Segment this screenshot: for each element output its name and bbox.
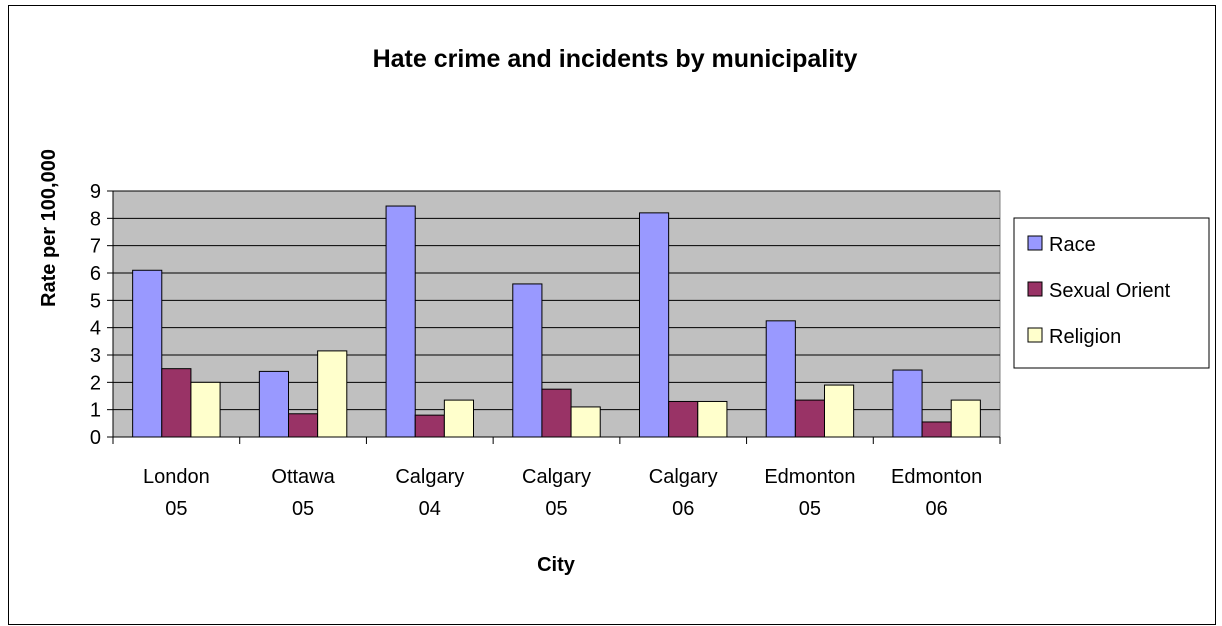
x-tick-labels: London 05 Ottawa 05 Calgary 04 Calgary 05 Calgar…: [143, 466, 982, 520]
legend: Race Sexual Orient Religion: [1013, 217, 1210, 369]
legend-label-0: Race: [1049, 234, 1096, 256]
y-tick-label-8: 8: [90, 208, 101, 230]
bar-race-3: [512, 283, 543, 438]
chart-title: Hate crime and incidents by municipality: [373, 45, 858, 73]
bar-religion-1: [317, 350, 348, 438]
x-tick-label-0-0: London: [143, 466, 210, 488]
y-tick-label-7: 7: [90, 236, 101, 258]
bar-race-2: [385, 205, 416, 438]
y-tick-label-9: 9: [90, 181, 101, 203]
legend-label-1: Sexual Orient: [1049, 280, 1171, 302]
bar-religion-2: [443, 399, 475, 438]
bar-religion-5: [824, 384, 855, 438]
axes: [107, 190, 1001, 444]
y-tick-label-6: 6: [90, 263, 101, 285]
x-tick-label-3-1: 05: [545, 498, 567, 520]
x-axis-title: City: [537, 554, 576, 576]
bar-religion-0: [190, 381, 221, 438]
bar-sexual-orient-4: [668, 400, 699, 438]
legend-swatch-0: [1027, 235, 1043, 251]
legend-swatch-1: [1027, 281, 1043, 297]
x-tick-label-2-1: 04: [419, 498, 441, 520]
bar-sexual-orient-5: [794, 399, 826, 438]
x-tick-label-4-1: 06: [672, 498, 694, 520]
x-tick-label-6-0: Edmonton: [891, 466, 982, 488]
y-tick-label-1: 1: [90, 400, 101, 422]
y-tick-labels: 0 1 2 3 4 5 6 7 8 9: [90, 181, 101, 449]
bar-race-5: [765, 320, 796, 438]
bar-sexual-orient-1: [287, 413, 319, 438]
y-tick-label-3: 3: [90, 345, 101, 367]
bar-sexual-orient-6: [921, 421, 952, 438]
bar-sexual-orient-2: [414, 414, 445, 438]
x-tick-label-3-0: Calgary: [522, 466, 591, 488]
bar-religion-3: [570, 406, 601, 438]
x-tick-label-5-0: Edmonton: [764, 466, 855, 488]
y-tick-label-5: 5: [90, 290, 101, 312]
x-tick-label-1-1: 05: [292, 498, 314, 520]
y-tick-label-4: 4: [90, 318, 101, 340]
bar-race-0: [132, 269, 163, 438]
x-tick-label-4-0: Calgary: [649, 466, 718, 488]
x-tick-label-6-1: 06: [926, 498, 948, 520]
x-tick-label-2-0: Calgary: [395, 466, 464, 488]
legend-box: [1013, 217, 1210, 369]
bar-race-4: [638, 212, 670, 438]
legend-swatch-2: [1027, 327, 1043, 343]
y-tick-label-2: 2: [90, 372, 101, 394]
bar-race-6: [892, 369, 923, 438]
legend-label-2: Religion: [1049, 326, 1121, 348]
bar-religion-6: [950, 399, 981, 438]
x-tick-label-1-0: Ottawa: [271, 466, 335, 488]
bar-religion-4: [697, 400, 728, 438]
y-axis-title: Rate per 100,000: [38, 149, 60, 307]
bar-sexual-orient-3: [541, 388, 572, 438]
chart: Hate crime and incidents by municipality…: [38, 45, 1210, 576]
bar-race-1: [258, 370, 289, 438]
chart-frame: Hate crime and incidents by municipality…: [8, 5, 1216, 625]
x-tick-label-5-1: 05: [799, 498, 821, 520]
y-tick-label-0: 0: [90, 427, 101, 449]
x-tick-label-0-1: 05: [165, 498, 187, 520]
bar-sexual-orient-0: [161, 368, 192, 438]
bars: [132, 205, 981, 438]
